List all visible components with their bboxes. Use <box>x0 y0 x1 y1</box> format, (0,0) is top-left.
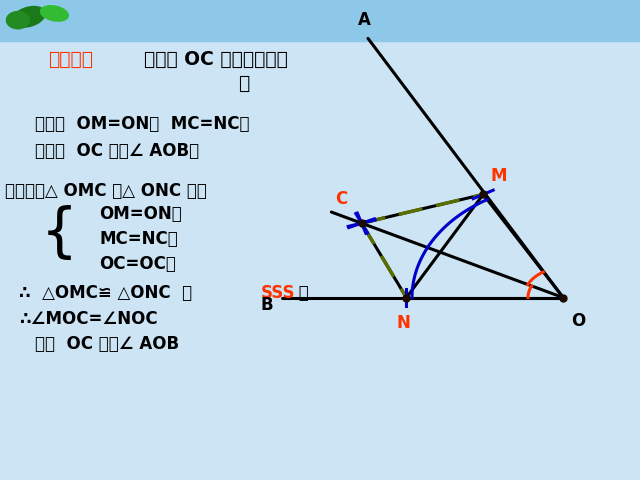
Text: ）: ） <box>293 284 309 302</box>
Text: ？: ？ <box>237 74 249 94</box>
Text: ∴∠MOC=∠NOC: ∴∠MOC=∠NOC <box>19 310 158 328</box>
Text: 即：  OC 平分∠ AOB: 即： OC 平分∠ AOB <box>35 335 179 353</box>
Text: M: M <box>491 167 508 185</box>
Text: {: { <box>40 205 77 262</box>
Text: C: C <box>335 190 348 208</box>
Text: 求证：  OC 平分∠ AOB．: 求证： OC 平分∠ AOB． <box>35 142 199 159</box>
Text: A: A <box>358 11 371 29</box>
Text: 证明：在△ OMC 和△ ONC 中，: 证明：在△ OMC 和△ ONC 中， <box>5 182 207 201</box>
Text: 已知：  OM=ON，  MC=NC．: 已知： OM=ON， MC=NC． <box>35 115 250 133</box>
Text: OM=ON，: OM=ON， <box>99 205 182 223</box>
Text: B: B <box>260 296 273 314</box>
Text: 想一想：: 想一想： <box>48 50 93 70</box>
Text: ∴  △OMC≌ △ONC  （: ∴ △OMC≌ △ONC （ <box>19 284 193 302</box>
Text: OC=OC，: OC=OC， <box>99 255 176 273</box>
Text: MC=NC，: MC=NC， <box>99 230 178 249</box>
Text: 为什么 OC 是角平分线呢: 为什么 OC 是角平分线呢 <box>144 50 288 70</box>
Text: SSS: SSS <box>261 284 296 302</box>
Text: N: N <box>396 314 410 332</box>
Text: O: O <box>572 312 586 330</box>
